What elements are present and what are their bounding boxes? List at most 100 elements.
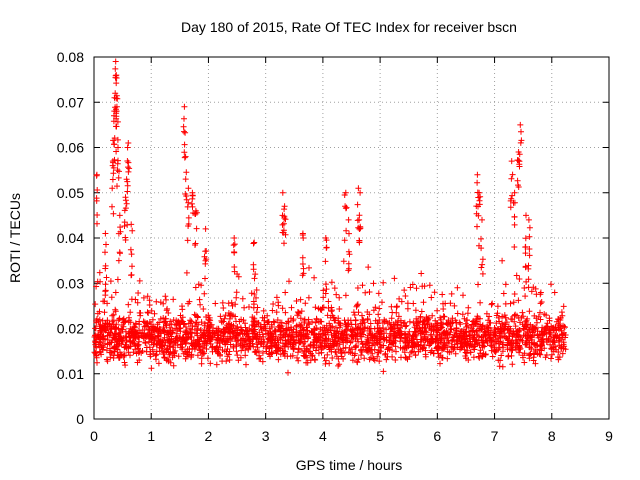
data-point: [161, 342, 168, 349]
data-point: [268, 349, 275, 356]
data-point: [287, 353, 294, 360]
data-point: [283, 331, 290, 338]
data-point: [515, 184, 522, 190]
data-point: [319, 304, 326, 311]
y-axis-title: ROTI / TECUs: [7, 193, 23, 283]
data-point: [545, 337, 552, 344]
data-point: [479, 344, 486, 351]
data-point: [362, 289, 369, 296]
data-point: [175, 353, 182, 360]
data-point: [165, 310, 172, 316]
data-point: [266, 325, 273, 332]
data-point: [93, 354, 100, 361]
data-point: [459, 311, 466, 318]
data-point: [312, 319, 319, 326]
data-point: [220, 305, 227, 311]
data-point: [359, 349, 365, 355]
data-point: [497, 357, 504, 364]
data-point: [297, 296, 304, 303]
data-point: [454, 344, 461, 351]
data-point: [559, 331, 566, 337]
data-point: [523, 278, 530, 285]
data-point: [111, 156, 118, 163]
y-tick-label: 0.02: [57, 321, 84, 337]
data-point: [470, 344, 477, 351]
data-point: [304, 335, 311, 342]
data-point: [184, 336, 191, 343]
data-point: [551, 289, 558, 296]
data-point: [448, 320, 454, 327]
data-point: [189, 192, 196, 199]
data-point: [377, 343, 384, 350]
data-point: [354, 301, 361, 308]
data-point: [194, 313, 201, 320]
data-point: [135, 341, 142, 348]
data-point: [559, 336, 565, 343]
data-point: [181, 149, 188, 156]
data-point: [234, 323, 241, 330]
data-point: [319, 327, 326, 334]
data-point: [219, 299, 226, 306]
data-point: [290, 316, 297, 323]
data-point: [265, 318, 272, 325]
data-point: [355, 185, 362, 192]
data-point: [456, 333, 463, 340]
data-point: [182, 153, 189, 160]
data-point: [298, 308, 305, 315]
data-point: [213, 361, 220, 368]
data-point: [474, 171, 481, 178]
data-point: [179, 318, 186, 325]
data-point: [305, 294, 312, 301]
data-point: [512, 344, 519, 351]
data-point: [367, 346, 374, 353]
data-point: [418, 342, 425, 349]
data-point: [173, 330, 180, 337]
data-point: [93, 349, 99, 356]
data-point: [398, 354, 404, 361]
data-point: [311, 356, 318, 363]
data-point: [187, 325, 193, 332]
data-point: [380, 279, 387, 286]
data-point: [470, 334, 477, 341]
data-point: [202, 260, 209, 267]
data-point: [102, 265, 109, 272]
data-point: [122, 362, 129, 369]
data-point: [202, 225, 209, 232]
data-point: [102, 340, 108, 347]
data-point: [188, 334, 195, 340]
data-point: [181, 141, 188, 148]
data-point: [92, 341, 99, 348]
data-point: [239, 330, 246, 337]
data-point: [454, 284, 461, 291]
data-point: [525, 216, 532, 223]
data-point: [521, 285, 528, 291]
data-point: [532, 360, 539, 367]
data-point: [92, 325, 99, 332]
data-point: [102, 230, 109, 237]
data-point: [523, 212, 529, 219]
data-point: [114, 160, 121, 167]
data-point: [130, 340, 137, 346]
data-point: [340, 336, 347, 343]
data-point: [184, 330, 191, 337]
data-point: [525, 284, 532, 291]
data-point: [279, 305, 286, 312]
data-point: [214, 343, 221, 350]
data-point: [93, 172, 100, 179]
data-point: [303, 349, 310, 355]
data-point: [369, 350, 376, 357]
data-point: [259, 358, 266, 365]
data-point: [309, 353, 316, 360]
data-point: [446, 349, 453, 356]
data-point: [524, 335, 531, 342]
data-point: [376, 336, 383, 343]
data-point: [464, 317, 471, 324]
data-point: [251, 291, 258, 297]
data-point: [182, 331, 189, 338]
data-point: [311, 274, 318, 281]
data-point: [112, 65, 119, 72]
data-point: [185, 185, 192, 192]
data-point: [479, 270, 486, 277]
data-point: [538, 299, 545, 305]
data-point: [114, 183, 120, 190]
